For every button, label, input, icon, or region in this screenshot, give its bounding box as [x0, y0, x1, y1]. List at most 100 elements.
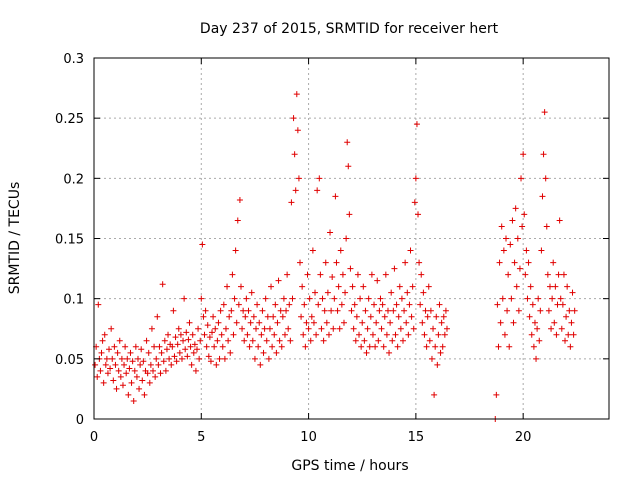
data-point	[285, 325, 292, 332]
data-point	[499, 295, 506, 302]
data-point	[263, 337, 270, 344]
data-point	[184, 353, 191, 360]
data-point	[427, 307, 434, 314]
data-point	[540, 151, 547, 158]
data-point	[139, 377, 146, 384]
data-point	[522, 271, 529, 278]
data-point	[395, 313, 402, 320]
data-point	[313, 331, 320, 338]
data-point	[195, 325, 202, 332]
data-point	[554, 301, 561, 308]
data-point	[147, 361, 154, 368]
data-point	[401, 307, 408, 314]
data-points	[92, 91, 578, 422]
data-point	[340, 319, 347, 326]
data-point	[541, 109, 548, 116]
data-point	[166, 355, 173, 362]
data-point	[138, 346, 145, 353]
data-point	[514, 235, 521, 242]
data-point	[550, 259, 557, 266]
data-point	[548, 325, 555, 332]
data-point	[365, 295, 372, 302]
data-point	[111, 343, 118, 350]
data-point	[376, 307, 383, 314]
data-point	[287, 337, 294, 344]
data-point	[538, 247, 545, 254]
data-point	[545, 307, 552, 314]
data-point	[571, 307, 578, 314]
data-point	[513, 283, 520, 290]
data-point	[375, 337, 382, 344]
data-point	[367, 313, 374, 320]
data-point	[235, 301, 242, 308]
data-point	[386, 349, 393, 356]
data-point	[231, 295, 238, 302]
x-tick-label: 0	[90, 430, 98, 445]
data-point	[247, 319, 254, 326]
data-point	[283, 307, 290, 314]
data-point	[563, 313, 570, 320]
y-tick-label: 0	[76, 413, 84, 428]
data-point	[221, 355, 228, 362]
data-point	[227, 349, 234, 356]
data-point	[278, 343, 285, 350]
data-point	[175, 325, 182, 332]
data-point	[497, 319, 504, 326]
data-point	[393, 301, 400, 308]
data-point	[348, 307, 355, 314]
data-point	[569, 289, 576, 296]
data-point	[364, 325, 371, 332]
data-point	[329, 274, 336, 281]
data-point	[211, 343, 218, 350]
data-point	[345, 163, 352, 170]
data-point	[233, 319, 240, 326]
data-point	[336, 325, 343, 332]
data-point	[127, 349, 134, 356]
data-point	[279, 313, 286, 320]
data-point	[114, 349, 121, 356]
data-point	[371, 301, 378, 308]
data-point	[239, 325, 246, 332]
data-point	[511, 259, 518, 266]
data-point	[397, 325, 404, 332]
data-point	[342, 289, 349, 296]
data-point	[248, 289, 255, 296]
data-point	[410, 325, 417, 332]
data-point	[157, 370, 164, 377]
y-axis-label: SRMTID / TECUs	[7, 182, 23, 295]
data-point	[224, 283, 231, 290]
data-point	[102, 361, 109, 368]
data-point	[335, 283, 342, 290]
data-point	[568, 319, 575, 326]
data-point	[110, 377, 117, 384]
data-point	[356, 331, 363, 338]
data-point	[128, 379, 135, 386]
x-tick-label: 5	[197, 430, 205, 445]
data-point	[390, 307, 397, 314]
data-point	[261, 325, 268, 332]
data-point	[250, 313, 257, 320]
data-point	[241, 337, 248, 344]
data-point	[494, 301, 501, 308]
data-point	[176, 349, 183, 356]
data-point	[291, 151, 298, 158]
data-point	[226, 313, 233, 320]
data-point	[528, 331, 535, 338]
data-point	[99, 337, 106, 344]
data-point	[435, 331, 442, 338]
data-point	[516, 265, 523, 272]
data-point	[244, 331, 251, 338]
data-point	[501, 331, 508, 338]
data-point	[151, 343, 158, 350]
data-point	[551, 319, 558, 326]
data-point	[527, 283, 534, 290]
data-point	[391, 265, 398, 272]
data-point	[437, 349, 444, 356]
data-point	[394, 343, 401, 350]
data-point	[225, 337, 232, 344]
x-tick-label: 20	[515, 430, 532, 445]
data-point	[406, 301, 413, 308]
data-point	[536, 337, 543, 344]
data-point	[544, 271, 551, 278]
